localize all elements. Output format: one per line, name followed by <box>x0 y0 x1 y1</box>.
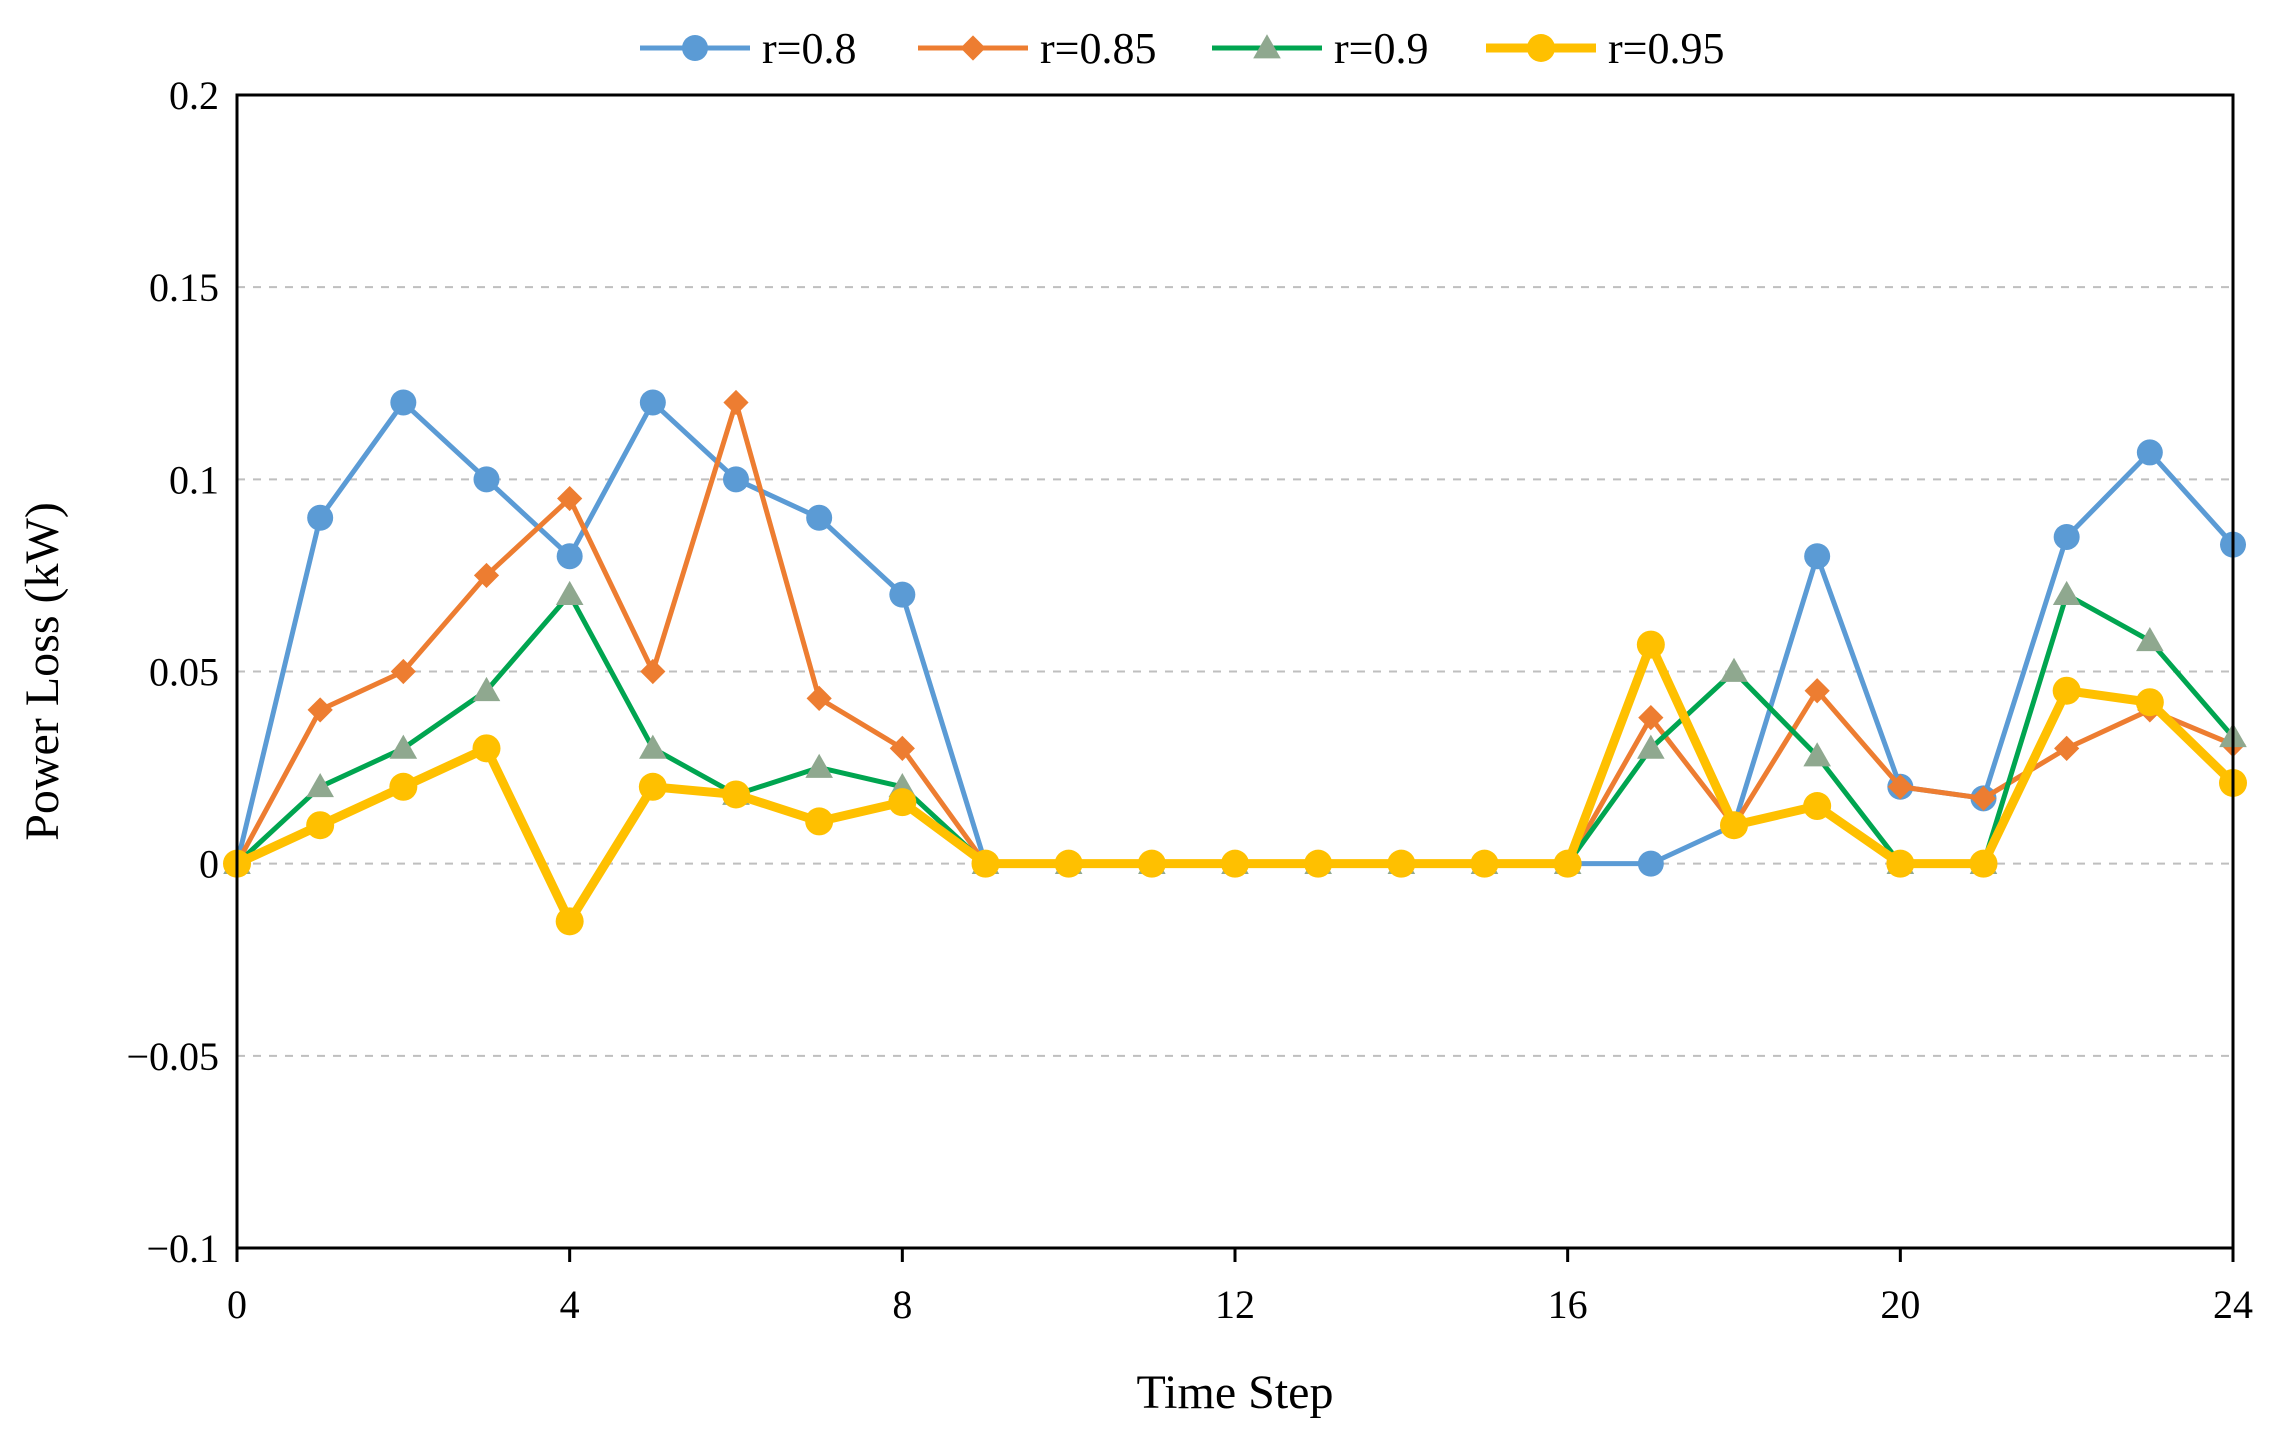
legend-swatch-marker <box>682 35 708 61</box>
x-tick-label: 8 <box>892 1282 912 1327</box>
x-tick-label: 0 <box>227 1282 247 1327</box>
data-point <box>1886 849 1915 878</box>
data-point <box>306 811 335 840</box>
data-point <box>390 658 416 685</box>
data-point <box>1636 630 1665 659</box>
legend-entry: r=0.9 <box>1212 24 1428 73</box>
series-group <box>223 389 2247 936</box>
data-point <box>389 734 418 759</box>
data-point <box>1553 849 1582 878</box>
data-point <box>1969 849 1998 878</box>
y-axis-title: Power Loss (kW) <box>16 502 69 841</box>
data-point <box>2052 676 2081 705</box>
data-point <box>805 807 834 836</box>
legend-swatch-marker <box>960 35 986 61</box>
x-tick-label: 20 <box>1880 1282 1920 1327</box>
data-point <box>1304 849 1333 878</box>
legend-label: r=0.85 <box>1040 24 1156 73</box>
data-point <box>889 581 916 608</box>
x-tick-label: 16 <box>1548 1282 1588 1327</box>
data-point <box>888 788 917 817</box>
axis-ticks: −0.1 −0.05 0 0.05 0.1 0.15 0.2 0 4 8 12 16 20 24 <box>126 73 2253 1327</box>
series-line <box>235 640 2237 926</box>
x-tick-label: 4 <box>560 1282 580 1327</box>
data-point <box>1470 849 1499 878</box>
data-point <box>556 543 583 570</box>
data-point <box>307 504 334 531</box>
data-point <box>472 676 501 702</box>
y-tick-label: 0.2 <box>169 73 219 118</box>
x-tick-label: 24 <box>2213 1282 2253 1327</box>
data-point <box>1637 734 1665 759</box>
legend-entry: r=0.85 <box>918 24 1156 73</box>
data-point <box>1803 792 1832 821</box>
series-line <box>235 592 2235 867</box>
data-point <box>557 485 583 512</box>
data-point <box>2053 523 2080 550</box>
data-point <box>723 389 749 416</box>
legend-label: r=0.9 <box>1334 24 1428 73</box>
legend-entry: r=0.95 <box>1486 24 1724 73</box>
legend-swatch-marker <box>1253 34 1281 59</box>
data-point <box>1387 849 1416 878</box>
series-r=0.95 <box>223 630 2247 936</box>
data-point <box>723 466 749 493</box>
legend-entry: r=0.8 <box>640 24 856 73</box>
data-point <box>639 389 666 416</box>
data-point <box>473 466 500 493</box>
x-tick-label: 12 <box>1215 1282 1255 1327</box>
legend: r=0.8 r=0.85 r=0.9 r=0.95 <box>640 24 1724 73</box>
data-point <box>1887 774 1913 800</box>
y-tick-label: 0.05 <box>149 650 219 695</box>
data-point <box>389 772 418 801</box>
data-point <box>638 772 667 801</box>
data-point <box>1221 849 1249 878</box>
data-point <box>390 389 417 416</box>
y-tick-label: −0.1 <box>146 1226 219 1271</box>
x-axis-title: Time Step <box>1137 1366 1334 1419</box>
data-point <box>639 734 667 759</box>
data-point <box>806 504 833 531</box>
data-point <box>306 773 334 798</box>
data-point <box>473 562 500 589</box>
data-point <box>1804 678 1830 704</box>
data-point <box>472 734 501 763</box>
data-point <box>307 697 333 723</box>
y-tick-label: 0.1 <box>169 457 219 502</box>
y-tick-label: 0 <box>199 842 219 887</box>
data-point <box>555 907 584 936</box>
legend-label: r=0.95 <box>1608 24 1724 73</box>
data-point <box>1970 785 1997 811</box>
series-r=0.8 <box>224 389 2246 877</box>
data-point <box>1054 849 1083 878</box>
legend-label: r=0.8 <box>762 24 856 73</box>
data-point <box>889 735 915 761</box>
data-point <box>1803 742 1831 767</box>
data-point <box>722 780 750 809</box>
data-point <box>805 753 833 778</box>
gridlines <box>237 286 2233 1057</box>
data-point <box>2052 580 2081 605</box>
y-tick-label: −0.05 <box>126 1034 219 1079</box>
data-point <box>640 658 666 685</box>
data-point <box>2054 735 2080 761</box>
data-point <box>2136 626 2164 652</box>
y-tick-label: 0.15 <box>149 265 219 310</box>
data-point <box>2136 439 2163 466</box>
data-point <box>1638 705 1664 731</box>
data-point <box>1804 543 1831 570</box>
data-point <box>1720 811 1748 840</box>
data-point <box>1637 850 1664 877</box>
data-point <box>1720 657 1748 682</box>
data-point <box>1137 849 1166 878</box>
legend-swatch-marker <box>1527 34 1555 62</box>
data-point <box>806 685 832 712</box>
data-point <box>555 580 584 605</box>
series-r=0.85 <box>224 389 2246 877</box>
data-point <box>2135 688 2164 717</box>
data-point <box>971 849 1000 878</box>
